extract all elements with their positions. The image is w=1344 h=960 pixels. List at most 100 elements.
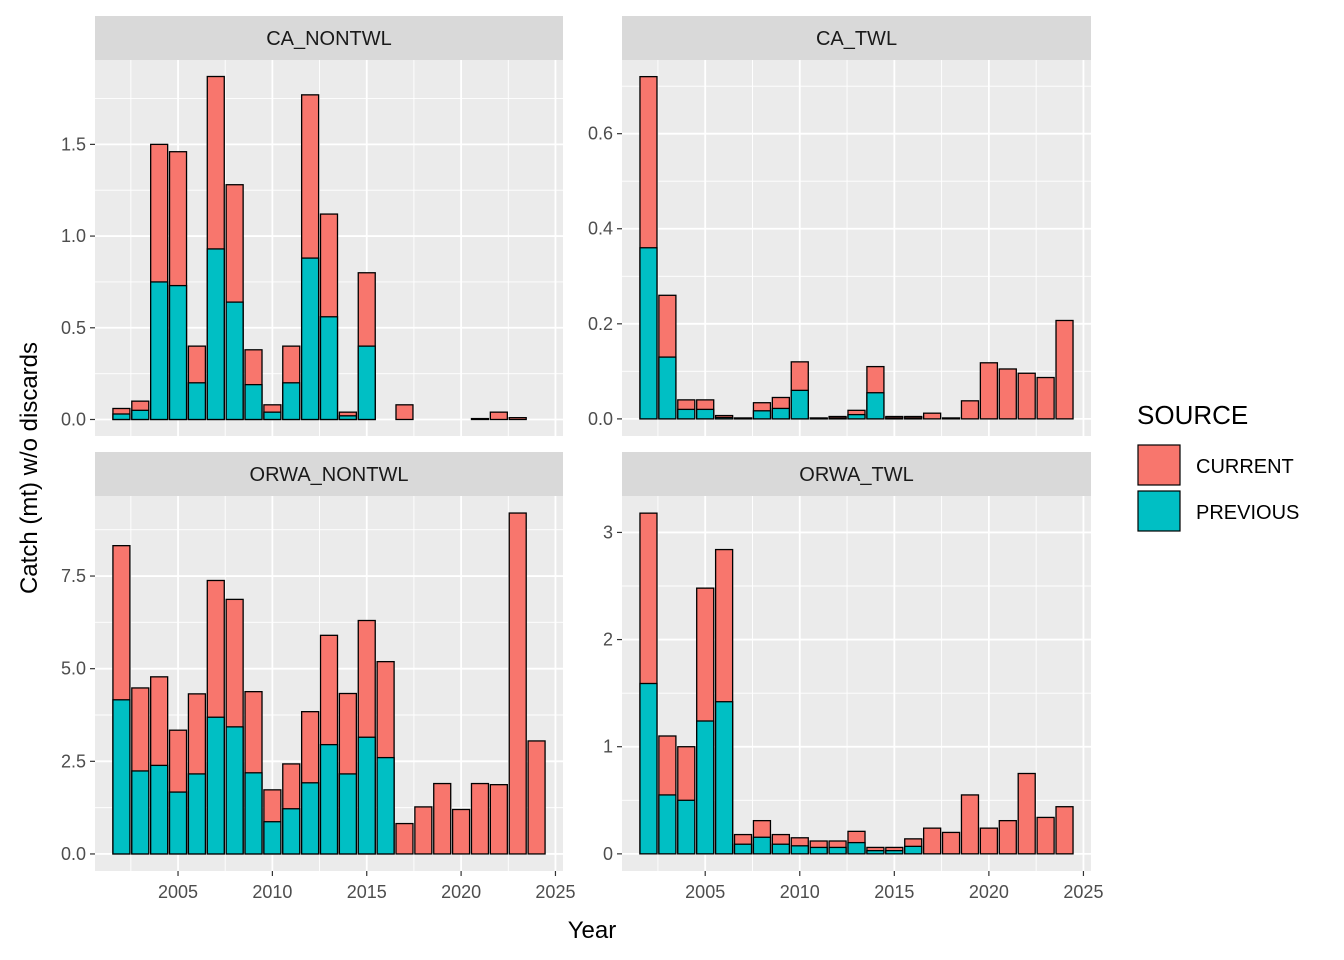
bar-previous-2006 (187, 382, 207, 421)
bar-current-2021 (470, 782, 490, 855)
bar-previous-2006 (714, 416, 734, 420)
bar-previous-2012 (300, 782, 320, 855)
bar-previous-2009 (771, 843, 791, 855)
x-tick-label: 2010 (780, 882, 820, 902)
bar-current-2017 (922, 827, 942, 855)
bar-previous-2002 (639, 247, 658, 420)
y-tick-label: 5.0 (61, 659, 86, 679)
bar-previous-2009 (771, 407, 791, 420)
bar-current-2023 (508, 512, 527, 855)
bar-previous-2004 (150, 764, 169, 855)
x-tick-label: 2005 (685, 882, 725, 902)
bar-previous-2013 (319, 743, 339, 855)
bar-previous-2008 (225, 726, 244, 855)
legend-swatch-current (1137, 444, 1181, 486)
bar-previous-2005 (168, 791, 188, 855)
bar-previous-2013 (319, 316, 339, 421)
bar-previous-2009 (244, 383, 263, 421)
bar-previous-2011 (282, 382, 301, 421)
y-tick-label: 2 (603, 630, 613, 650)
bar-current-2021 (470, 417, 490, 421)
y-tick-label: 0.5 (61, 318, 86, 338)
y-tick-label: 0.2 (588, 314, 613, 334)
bar-previous-2002 (112, 413, 131, 421)
facet-panels: CA_NONTWL 0.0 0.5 1.0 1.5 CA_TWL 0.0 0.2 0.4 0.6 O… (61, 16, 1103, 902)
facet-strip (95, 16, 563, 60)
bar-previous-2015 (357, 345, 376, 421)
bar-current-2023 (1036, 376, 1055, 420)
bar-current-2017 (395, 822, 414, 855)
bar-previous-2011 (282, 808, 301, 855)
bar-previous-2002 (639, 682, 658, 855)
bar-previous-2004 (677, 408, 696, 420)
bar-previous-2009 (244, 772, 263, 855)
bar-previous-2007 (206, 716, 225, 855)
bar-current-2019 (433, 782, 452, 855)
bar-previous-2008 (752, 836, 772, 855)
bar-previous-2007 (206, 248, 225, 421)
bar-previous-2005 (696, 720, 715, 855)
bar-current-2024 (1055, 806, 1074, 855)
facet-strip-label: ORWA_NONTWL (250, 464, 409, 486)
bar-previous-2006 (187, 773, 207, 855)
facet-panel-orwa-nontwl: ORWA_NONTWL 0.0 2.5 5.0 7.5 2005 2010 2015 2020 2… (61, 452, 575, 902)
x-tick-label: 2020 (969, 882, 1009, 902)
bar-previous-2016 (376, 756, 395, 855)
bar-previous-2016 (904, 417, 923, 420)
bar-previous-2008 (752, 410, 772, 420)
facet-panel-orwa-twl: ORWA_TWL 0 1 2 3 2005 2010 2015 2020 2025 (603, 452, 1103, 902)
bar-previous-2002 (112, 699, 131, 855)
bar-current-2022 (489, 784, 508, 855)
bar-previous-2005 (696, 408, 715, 420)
legend-swatch-previous (1137, 490, 1181, 532)
bar-previous-2015 (357, 736, 376, 855)
y-tick-label: 1.5 (61, 134, 86, 154)
bar-current-2024 (1055, 319, 1074, 420)
bar-current-2018 (941, 831, 961, 855)
x-tick-label: 2025 (1063, 882, 1103, 902)
y-tick-label: 7.5 (61, 566, 86, 586)
bar-current-2021 (998, 368, 1017, 420)
facet-strip (622, 452, 1091, 496)
y-tick-label: 2.5 (61, 751, 86, 771)
bar-previous-2014 (866, 849, 885, 855)
facet-panel-ca-twl: CA_TWL 0.0 0.2 0.4 0.6 (588, 16, 1091, 436)
x-tick-label: 2020 (441, 882, 481, 902)
bar-previous-2005 (168, 284, 188, 421)
facet-strip (622, 16, 1091, 60)
bar-previous-2003 (131, 770, 150, 855)
bar-previous-2010 (790, 845, 809, 855)
bar-previous-2006 (714, 701, 734, 855)
legend-label-previous: PREVIOUS (1196, 502, 1299, 524)
bar-previous-2008 (225, 301, 244, 421)
bar-current-2019 (960, 400, 980, 420)
x-tick-label: 2025 (535, 882, 575, 902)
y-tick-label: 0.4 (588, 219, 613, 239)
bar-current-2020 (979, 362, 999, 420)
bar-previous-2010 (790, 389, 809, 420)
bar-current-2017 (922, 412, 942, 420)
legend-label-current: CURRENT (1196, 456, 1294, 478)
legend: SOURCE CURRENT PREVIOUS (1137, 400, 1299, 532)
bar-previous-2012 (300, 257, 320, 421)
bar-previous-2014 (338, 415, 358, 421)
bar-current-2022 (1017, 772, 1036, 855)
x-tick-label: 2015 (347, 882, 387, 902)
bar-current-2019 (960, 794, 980, 855)
facet-strip-label: CA_NONTWL (266, 28, 392, 50)
y-axis-title: Catch (mt) w/o discards (16, 342, 43, 594)
bar-previous-2011 (809, 846, 828, 855)
y-tick-label: 0.0 (61, 844, 86, 864)
bar-previous-2013 (847, 413, 866, 420)
bar-previous-2014 (338, 773, 358, 855)
bar-previous-2003 (658, 794, 677, 855)
x-tick-label: 2005 (158, 882, 198, 902)
bar-current-2023 (508, 417, 527, 421)
bar-current-2018 (941, 417, 961, 420)
bar-current-2018 (414, 806, 433, 855)
y-tick-label: 1 (603, 737, 613, 757)
facet-panel-ca-nontwl: CA_NONTWL 0.0 0.5 1.0 1.5 (61, 16, 563, 436)
bar-current-2020 (451, 808, 471, 855)
bar-previous-2004 (677, 799, 696, 855)
